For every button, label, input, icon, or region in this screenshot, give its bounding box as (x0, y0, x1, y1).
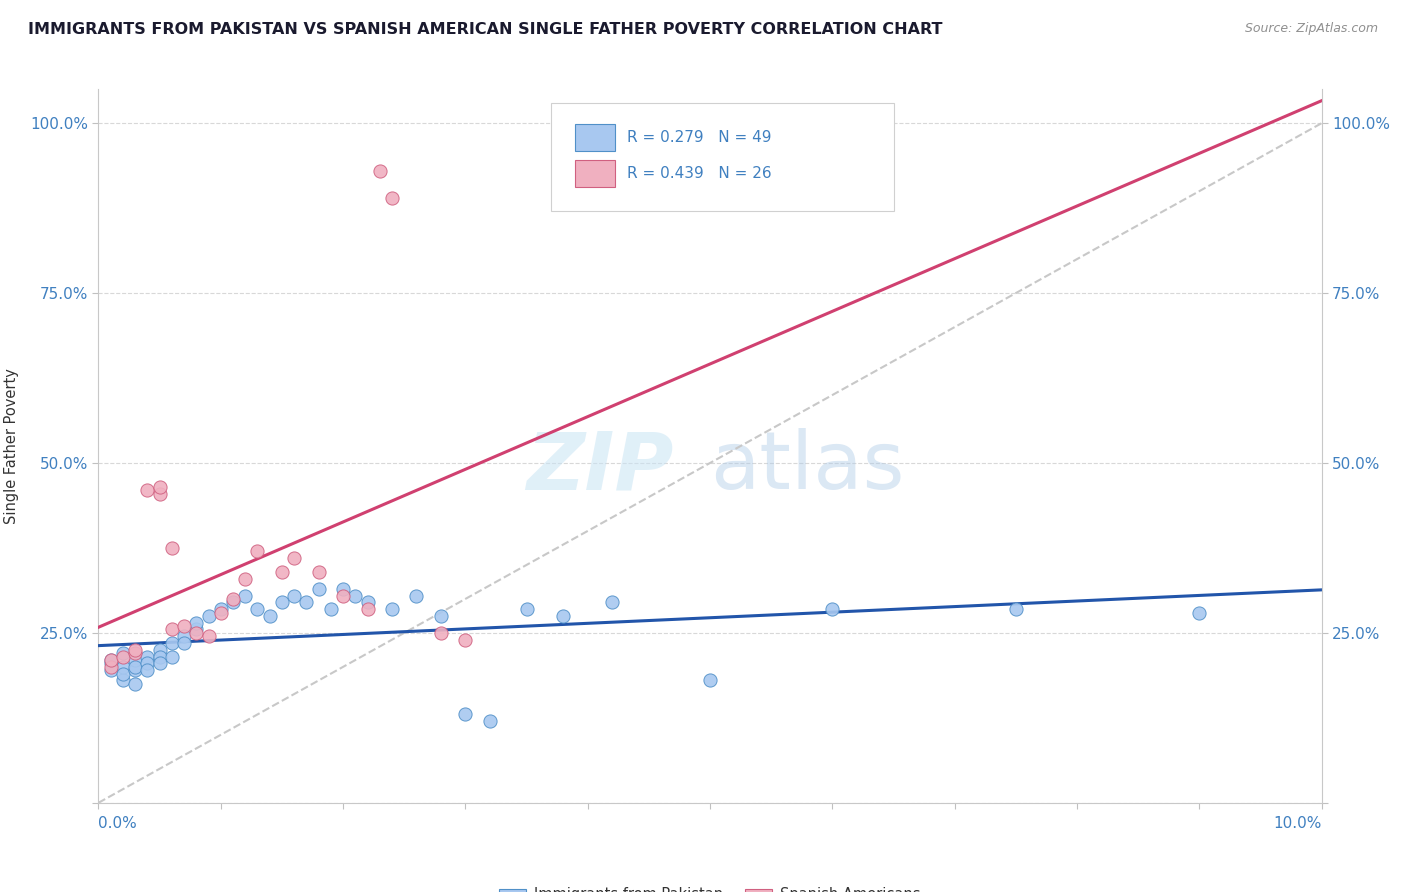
Point (454, 707, 477, 722)
Point (270, 565, 292, 579)
Point (111, 649, 134, 664)
Legend: Immigrants from Pakistan, Spanish Americans: Immigrants from Pakistan, Spanish Americ… (494, 881, 927, 892)
Point (233, 589, 256, 603)
Point (246, 544, 269, 558)
Point (356, 602, 378, 616)
Point (149, 649, 172, 664)
Point (600, 595, 623, 609)
Point (553, 608, 575, 623)
Point (173, 629, 195, 643)
Point (160, 636, 183, 650)
Text: atlas: atlas (710, 428, 904, 507)
Point (454, 632, 477, 647)
Point (478, 714, 501, 729)
Point (124, 653, 146, 667)
Point (430, 608, 453, 623)
Text: ZIP: ZIP (526, 428, 673, 507)
Point (259, 608, 281, 623)
Point (405, 589, 427, 603)
Point (233, 572, 256, 586)
Point (136, 663, 159, 677)
Point (111, 666, 134, 681)
Point (100, 657, 122, 671)
Point (197, 608, 219, 623)
Point (821, 602, 844, 616)
Point (1188, 606, 1211, 620)
Point (136, 483, 159, 498)
Point (430, 626, 453, 640)
Text: R = 0.279   N = 49: R = 0.279 N = 49 (627, 130, 772, 145)
Point (186, 615, 208, 630)
Point (111, 646, 134, 660)
Point (186, 626, 208, 640)
Point (332, 582, 354, 596)
Point (209, 602, 232, 616)
FancyBboxPatch shape (575, 125, 614, 152)
Text: Source: ZipAtlas.com: Source: ZipAtlas.com (1244, 22, 1378, 36)
Text: 0.0%: 0.0% (98, 816, 138, 831)
Point (516, 602, 538, 616)
Point (149, 480, 172, 494)
Point (160, 623, 183, 637)
Point (209, 606, 232, 620)
Point (283, 589, 305, 603)
Point (149, 657, 172, 671)
Point (160, 649, 183, 664)
Y-axis label: Single Father Poverty: Single Father Poverty (4, 368, 18, 524)
FancyBboxPatch shape (551, 103, 894, 211)
Point (124, 646, 146, 660)
Point (283, 551, 305, 566)
Text: IMMIGRANTS FROM PAKISTAN VS SPANISH AMERICAN SINGLE FATHER POVERTY CORRELATION C: IMMIGRANTS FROM PAKISTAN VS SPANISH AMER… (28, 22, 942, 37)
Point (136, 657, 159, 671)
Point (270, 595, 292, 609)
Point (186, 623, 208, 637)
Point (111, 660, 134, 674)
Point (1004, 602, 1026, 616)
Point (124, 643, 146, 657)
Point (699, 673, 721, 688)
FancyBboxPatch shape (575, 161, 614, 187)
Point (173, 619, 195, 633)
Point (160, 541, 183, 555)
Point (356, 595, 378, 609)
Point (100, 663, 122, 677)
Point (173, 636, 195, 650)
Point (381, 602, 404, 616)
Point (124, 660, 146, 674)
Point (197, 629, 219, 643)
Point (100, 660, 122, 674)
Point (381, 191, 404, 205)
Text: R = 0.439   N = 26: R = 0.439 N = 26 (627, 166, 772, 181)
Point (295, 595, 318, 609)
Point (246, 602, 269, 616)
Point (100, 653, 122, 667)
Point (100, 653, 122, 667)
Point (136, 649, 159, 664)
Text: 10.0%: 10.0% (1274, 816, 1322, 831)
Point (124, 677, 146, 691)
Point (319, 602, 342, 616)
Point (149, 643, 172, 657)
Point (149, 486, 172, 500)
Point (124, 663, 146, 677)
Point (222, 591, 245, 606)
Point (308, 565, 330, 579)
Point (368, 163, 391, 178)
Point (222, 595, 245, 609)
Point (308, 582, 330, 596)
Point (111, 673, 134, 688)
Point (344, 589, 367, 603)
Point (332, 589, 354, 603)
